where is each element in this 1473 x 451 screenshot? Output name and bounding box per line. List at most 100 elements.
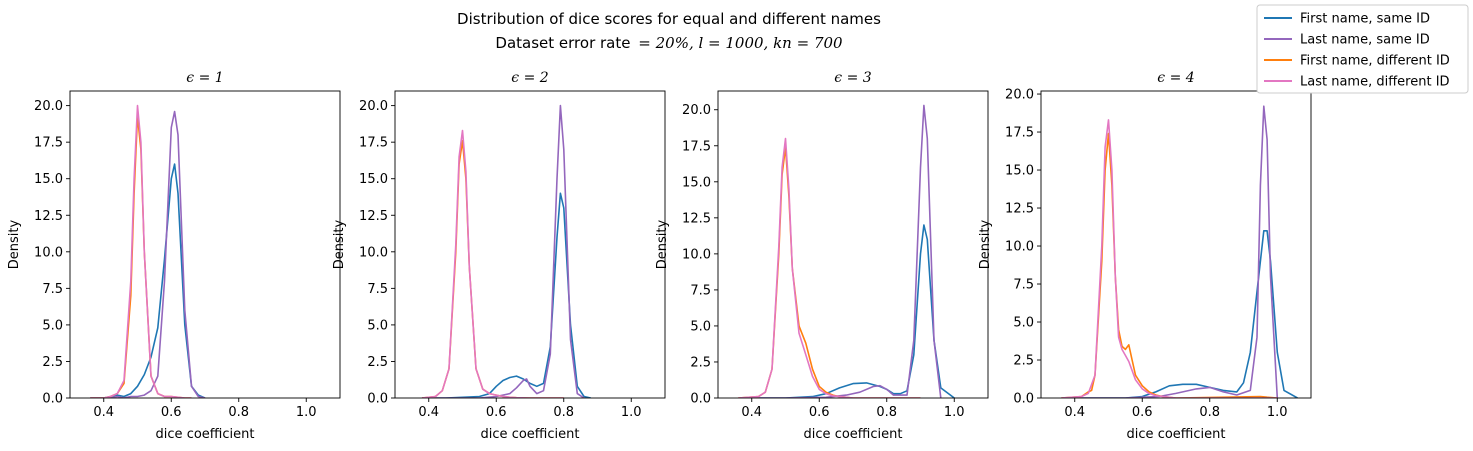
legend: First name, same ID Last name, same ID Fir… [1256, 4, 1469, 94]
y-tick-label: 0.0 [42, 392, 63, 407]
subplot-1: 0.4 0.6 0.8 1.0 0.0 2.5 5.0 7.5 10.0 12.5 15.0 17.5… [7, 70, 341, 442]
x-tick-label: 0.6 [1132, 405, 1153, 420]
y-tick-label: 20.0 [359, 99, 388, 114]
y-tick-label: 5.0 [367, 318, 388, 333]
y-tick-label: 17.5 [1005, 126, 1034, 141]
x-tick-label: 0.8 [553, 405, 574, 420]
series-line-last-name-same-id [1068, 105, 1279, 398]
y-tick-label: 5.0 [1013, 316, 1034, 331]
series-line-first-name-different-id [1061, 132, 1278, 398]
figure-title: Distribution of dice scores for equal an… [457, 10, 881, 28]
subplot-3: 0.4 0.6 0.8 1.0 0.0 2.5 5.0 7.5 10.0 12.5 15.0 17.5… [655, 70, 989, 442]
y-tick-label: 2.5 [367, 355, 388, 370]
series-line-first-name-same-id [745, 224, 955, 398]
y-tick-label: 7.5 [1013, 278, 1034, 293]
series-line-first-name-different-id [738, 146, 921, 398]
subplot-title: ϵ = 1 [186, 70, 223, 86]
legend-label: Last name, different ID [1300, 75, 1450, 90]
legend-label: Last name, same ID [1300, 33, 1430, 48]
x-tick-label: 1.0 [1267, 405, 1288, 420]
x-tick-label: 0.6 [809, 405, 830, 420]
legend-label: First name, same ID [1300, 12, 1430, 27]
x-tick-label: 0.8 [228, 405, 249, 420]
series-line-first-name-same-id [90, 163, 206, 398]
series-group [421, 104, 591, 398]
y-tick-label: 15.0 [682, 175, 711, 190]
y-tick-label: 12.5 [34, 209, 63, 224]
y-tick-label: 7.5 [367, 282, 388, 297]
y-tick-label: 12.5 [359, 209, 388, 224]
y-axis-label: Density [978, 219, 993, 269]
x-tick-label: 1.0 [944, 405, 965, 420]
y-tick-label: 15.0 [359, 172, 388, 187]
series-line-first-name-same-id [422, 192, 591, 398]
figure-subtitle: Dataset error rate = 20%, l = 1000, kn =… [495, 34, 843, 52]
x-tick-label: 0.6 [486, 405, 507, 420]
y-tick-label: 17.5 [359, 136, 388, 151]
y-tick-label: 2.5 [42, 355, 63, 370]
y-tick-label: 5.0 [42, 318, 63, 333]
series-group [738, 104, 955, 398]
series-group [90, 104, 206, 398]
y-tick-label: 2.5 [1013, 354, 1034, 369]
x-tick-label: 0.6 [161, 405, 182, 420]
series-line-last-name-different-id [738, 137, 921, 398]
subplot-2: 0.4 0.6 0.8 1.0 0.0 2.5 5.0 7.5 10.0 12.5 15.0 17.5… [332, 70, 666, 442]
y-tick-label: 0.0 [690, 392, 711, 407]
y-tick-label: 10.0 [1005, 240, 1034, 255]
x-tick-label: 0.8 [876, 405, 897, 420]
x-axis-label: dice coefficient [1127, 427, 1226, 442]
y-tick-label: 2.5 [690, 355, 711, 370]
x-tick-label: 0.4 [418, 405, 439, 420]
axes-frame [717, 90, 989, 399]
x-tick-label: 0.4 [93, 405, 114, 420]
subplot-title: ϵ = 3 [834, 70, 871, 86]
y-tick-label: 0.0 [367, 392, 388, 407]
y-tick-label: 15.0 [1005, 164, 1034, 179]
y-axis-label: Density [7, 219, 22, 269]
y-tick-label: 17.5 [682, 139, 711, 154]
subplot-4: 0.4 0.6 0.8 1.0 0.0 2.5 5.0 7.5 10.0 12.5 15.0 17.5… [978, 70, 1312, 442]
series-line-last-name-different-id [1061, 119, 1278, 398]
subplot-title: ϵ = 2 [511, 70, 548, 86]
y-axis-label: Density [332, 219, 347, 269]
legend-entry: First name, different ID [1264, 54, 1450, 69]
legend-entry: Last name, different ID [1264, 75, 1450, 90]
x-tick-label: 1.0 [296, 405, 317, 420]
series-line-last-name-different-id [90, 104, 192, 398]
legend-entry: Last name, same ID [1264, 33, 1430, 48]
y-tick-label: 10.0 [359, 245, 388, 260]
y-tick-label: 7.5 [690, 283, 711, 298]
series-line-first-name-different-id [421, 139, 564, 398]
y-tick-label: 7.5 [42, 282, 63, 297]
series-line-last-name-different-id [421, 129, 564, 398]
x-tick-label: 0.4 [741, 405, 762, 420]
figure-subtitle-prefix: Dataset error rate [495, 34, 630, 52]
x-axis-label: dice coefficient [156, 427, 255, 442]
y-tick-label: 12.5 [1005, 202, 1034, 217]
axes-frame [394, 90, 666, 399]
x-axis-label: dice coefficient [804, 427, 903, 442]
subplot-title: ϵ = 4 [1157, 70, 1194, 86]
y-tick-label: 15.0 [34, 172, 63, 187]
y-tick-label: 10.0 [682, 247, 711, 262]
y-tick-label: 0.0 [1013, 392, 1034, 407]
axes-frame [1040, 90, 1312, 399]
y-axis-label: Density [655, 219, 670, 269]
series-group [1061, 105, 1298, 398]
x-tick-label: 0.8 [1199, 405, 1220, 420]
y-tick-label: 20.0 [682, 103, 711, 118]
x-axis-label: dice coefficient [481, 427, 580, 442]
subplots: 0.4 0.6 0.8 1.0 0.0 2.5 5.0 7.5 10.0 12.5 15.0 17.5… [7, 70, 1312, 442]
series-line-last-name-same-id [422, 104, 585, 398]
axes-frame [69, 90, 341, 399]
y-tick-label: 20.0 [34, 99, 63, 114]
figure-subtitle-math: = 20%, l = 1000, kn = 700 [638, 34, 843, 52]
y-tick-label: 17.5 [34, 136, 63, 151]
legend-label: First name, different ID [1300, 54, 1450, 69]
legend-items: First name, same ID Last name, same ID Fir… [1264, 12, 1450, 90]
series-line-last-name-same-id [745, 104, 942, 398]
y-tick-label: 5.0 [690, 319, 711, 334]
y-tick-label: 10.0 [34, 245, 63, 260]
